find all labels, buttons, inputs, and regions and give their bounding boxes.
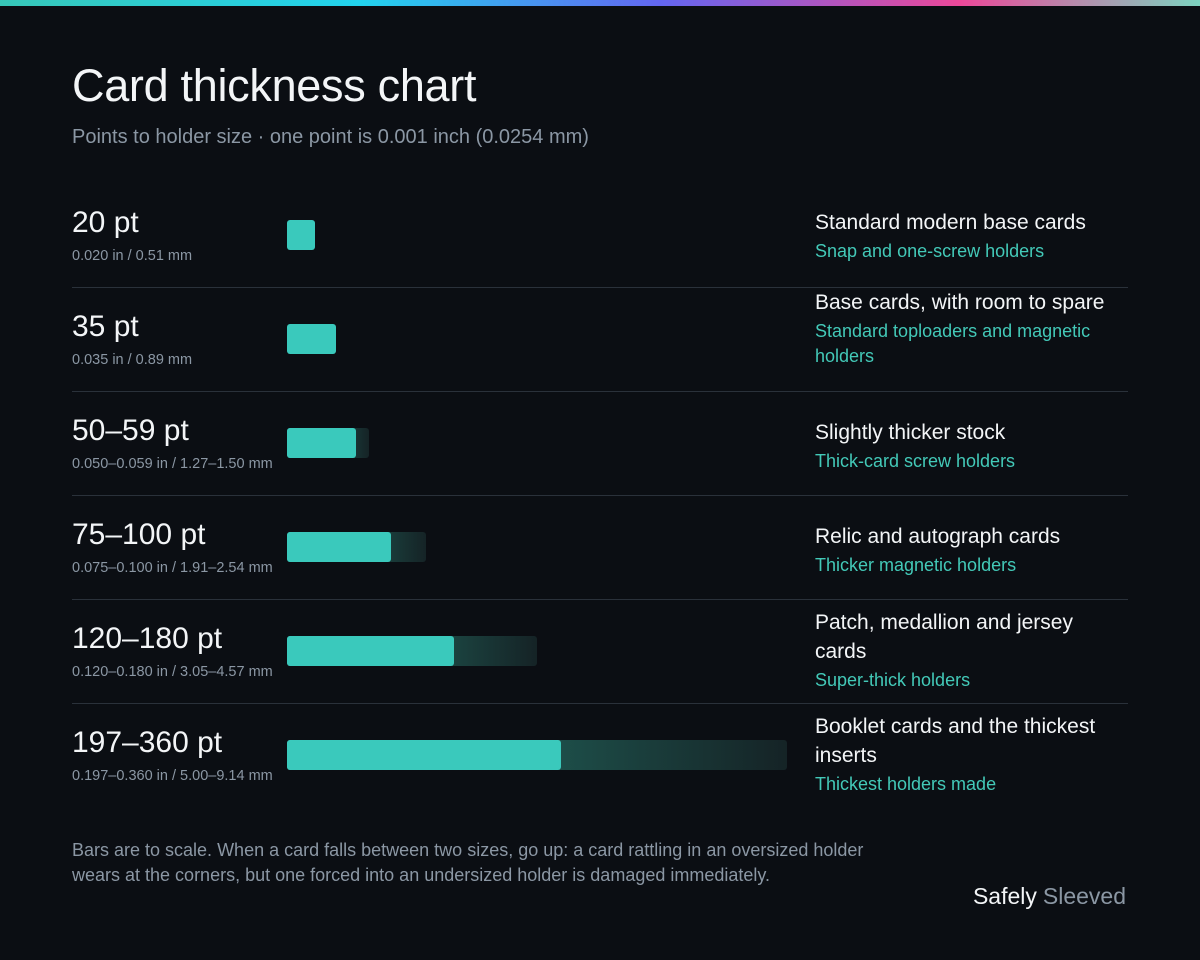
- thickness-row: 120–180 pt 0.120–0.180 in / 3.05–4.57 mm P…: [72, 600, 1128, 704]
- holder-label: Super-thick holders: [815, 670, 971, 690]
- thickness-row: 75–100 pt 0.075–0.100 in / 1.91–2.54 mm Re…: [72, 496, 1128, 600]
- brand-logo: Safely Sleeved: [973, 883, 1126, 910]
- dimension-label: 0.075–0.100 in / 1.91–2.54 mm: [72, 560, 273, 576]
- dimension-label: 0.197–0.360 in / 5.00–9.14 mm: [72, 768, 273, 784]
- card-type-label: Patch, medallion and jersey cards: [815, 611, 1073, 663]
- use-description: Patch, medallion and jersey cards Super-t…: [815, 608, 1115, 693]
- footnote: Bars are to scale. When a card falls bet…: [72, 840, 864, 885]
- bar-min: [287, 324, 336, 354]
- thickness-row: 20 pt 0.020 in / 0.51 mm Standard modern b…: [72, 184, 1128, 288]
- holder-label: Thickest holders made: [815, 774, 997, 794]
- use-description: Relic and autograph cards Thicker magneti…: [815, 522, 1115, 578]
- card-type-label: Base cards, with room to spare: [815, 291, 1105, 314]
- bar-min: [287, 220, 315, 250]
- thickness-row: 35 pt 0.035 in / 0.89 mm Base cards, with …: [72, 288, 1128, 392]
- point-label: 75–100 pt: [72, 518, 206, 551]
- point-label: 50–59 pt: [72, 414, 189, 447]
- point-label: 20 pt: [72, 206, 139, 239]
- use-description: Booklet cards and the thickest inserts Th…: [815, 712, 1115, 797]
- thickness-row: 197–360 pt 0.197–0.360 in / 5.00–9.14 mm B…: [72, 704, 1128, 808]
- use-description: Base cards, with room to spare Standard t…: [815, 288, 1115, 369]
- dimension-label: 0.020 in / 0.51 mm: [72, 248, 193, 264]
- holder-label: Thicker magnetic holders: [815, 555, 1017, 575]
- use-description: Slightly thicker stock Thick-card screw h…: [815, 418, 1115, 474]
- holder-label: Snap and one-screw holders: [815, 241, 1045, 261]
- point-label: 197–360 pt: [72, 726, 223, 759]
- card-type-label: Booklet cards and the thickest inserts: [815, 715, 1096, 767]
- card-type-label: Standard modern base cards: [815, 211, 1086, 234]
- holder-label: Thick-card screw holders: [815, 451, 1016, 471]
- bar-min: [287, 636, 454, 666]
- holder-label: Standard toploaders and magnetic holders: [815, 321, 1091, 366]
- dimension-label: 0.050–0.059 in / 1.27–1.50 mm: [72, 456, 273, 472]
- card-type-label: Slightly thicker stock: [815, 421, 1006, 444]
- page-title: Card thickness chart: [72, 60, 477, 111]
- top-gradient-bar: [0, 0, 1200, 6]
- brand-name-first: Safely: [972, 883, 1037, 909]
- bar-min: [287, 428, 356, 458]
- brand-name-second: Sleeved: [1042, 883, 1126, 909]
- use-description: Standard modern base cards Snap and one-s…: [815, 208, 1115, 264]
- thickness-rows: 20 pt 0.020 in / 0.51 mm Standard modern b…: [72, 184, 1128, 808]
- dimension-label: 0.035 in / 0.89 mm: [72, 352, 193, 368]
- bar-min: [287, 740, 561, 770]
- thickness-row: 50–59 pt 0.050–0.059 in / 1.27–1.50 mm Sli…: [72, 392, 1128, 496]
- bar-min: [287, 532, 391, 562]
- point-label: 120–180 pt: [72, 622, 223, 655]
- point-label: 35 pt: [72, 310, 139, 343]
- card-type-label: Relic and autograph cards: [815, 525, 1061, 548]
- page-subtitle: Points to holder size · one point is 0.0…: [72, 126, 589, 148]
- dimension-label: 0.120–0.180 in / 3.05–4.57 mm: [72, 664, 273, 680]
